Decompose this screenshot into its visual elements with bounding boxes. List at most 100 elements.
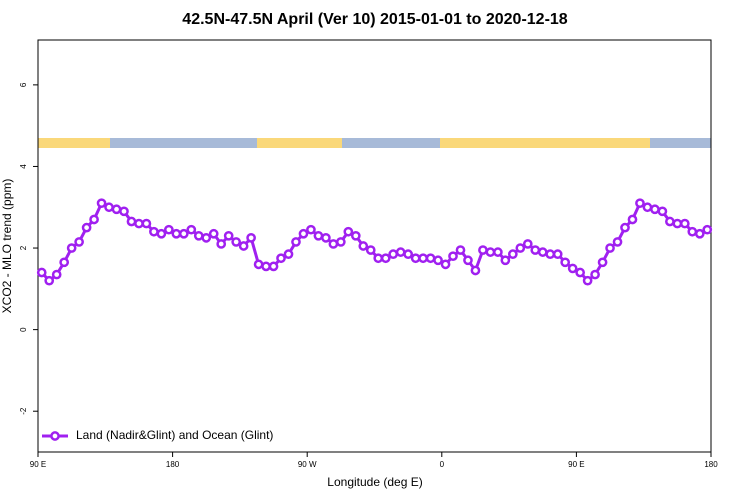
data-point	[694, 228, 705, 239]
data-point	[111, 204, 122, 215]
data-point	[567, 263, 578, 274]
x-tick-label: 0	[440, 460, 445, 469]
data-point	[403, 249, 413, 260]
data-point	[186, 224, 197, 235]
data-point	[515, 243, 526, 253]
data-point	[216, 239, 227, 249]
data-point	[590, 269, 600, 280]
data-point	[418, 253, 428, 264]
data-point	[672, 218, 683, 229]
land-band	[440, 138, 650, 148]
data-point	[433, 255, 443, 266]
data-point	[328, 239, 339, 249]
data-point	[231, 237, 242, 247]
data-point	[336, 237, 346, 247]
x-tick-label: 90 W	[298, 460, 317, 469]
data-point	[485, 247, 496, 257]
data-point	[470, 265, 481, 276]
chart-title: 42.5N-47.5N April (Ver 10) 2015-01-01 to…	[182, 11, 568, 28]
data-point	[74, 237, 84, 247]
data-point	[164, 224, 174, 235]
data-point	[552, 249, 563, 260]
y-tick-label: 4	[19, 164, 28, 169]
data-point	[298, 228, 309, 239]
data-point	[66, 243, 77, 253]
data-point	[96, 198, 107, 209]
data-point	[51, 269, 62, 280]
data-point	[448, 251, 458, 262]
data-point	[126, 216, 137, 227]
data-point	[343, 226, 354, 237]
y-tick-label: 6	[19, 82, 28, 87]
data-point	[246, 232, 256, 243]
data-point	[522, 239, 533, 249]
data-point	[156, 228, 167, 239]
x-tick-label: 90 E	[30, 460, 46, 469]
data-point	[208, 228, 219, 239]
data-point	[642, 202, 653, 213]
data-point	[81, 222, 92, 233]
data-point	[350, 230, 361, 241]
x-tick-label: 90 E	[568, 460, 584, 469]
data-point	[134, 218, 144, 229]
x-tick-label: 180	[166, 460, 180, 469]
data-point	[141, 218, 152, 229]
land-ocean-band	[38, 138, 711, 148]
data-point	[380, 253, 391, 264]
data-point	[425, 253, 436, 264]
data-point	[627, 214, 638, 225]
data-point	[388, 249, 399, 260]
data-point	[268, 261, 279, 272]
data-point	[455, 245, 466, 255]
data-point	[253, 259, 264, 270]
data-point	[702, 224, 713, 235]
series-line	[40, 201, 708, 283]
y-tick-label: 0	[19, 327, 28, 332]
data-point	[440, 259, 451, 270]
data-point	[545, 249, 556, 260]
data-point	[665, 216, 675, 227]
data-point	[560, 257, 571, 268]
data-point	[687, 226, 698, 237]
data-point	[358, 241, 369, 251]
data-point	[238, 241, 249, 251]
data-point	[178, 228, 189, 239]
data-point	[605, 243, 615, 253]
data-point	[171, 228, 182, 239]
legend-label: Land (Nadir&Glint) and Ocean (Glint)	[76, 428, 273, 442]
data-point	[283, 249, 294, 260]
data-point	[223, 230, 234, 241]
data-point	[575, 267, 585, 278]
data-point	[306, 224, 316, 235]
data-point	[395, 247, 406, 257]
data-point	[276, 253, 286, 264]
data-point	[597, 257, 608, 268]
data-point	[463, 255, 473, 266]
data-point	[582, 275, 593, 286]
x-tick-label: 180	[704, 460, 718, 469]
data-point	[313, 230, 324, 241]
plot-frame	[37, 39, 712, 453]
data-point	[261, 261, 271, 272]
land-band	[38, 138, 110, 148]
data-point	[119, 206, 129, 217]
data-point	[635, 198, 645, 209]
data-point	[104, 202, 114, 213]
data-point	[530, 245, 541, 255]
data-point	[679, 218, 690, 229]
data-point	[493, 247, 503, 257]
data-point	[373, 253, 384, 264]
data-point	[36, 267, 47, 278]
data-point	[657, 206, 668, 217]
data-point	[478, 245, 488, 255]
data-point	[201, 232, 212, 243]
data-point	[59, 257, 70, 268]
x-axis-label: Longitude (deg E)	[327, 475, 422, 489]
data-point	[193, 230, 204, 241]
legend-marker	[50, 431, 60, 441]
data-point	[537, 247, 548, 257]
y-tick-label: 2	[19, 245, 28, 250]
data-point	[410, 253, 421, 264]
data-point	[500, 255, 511, 266]
